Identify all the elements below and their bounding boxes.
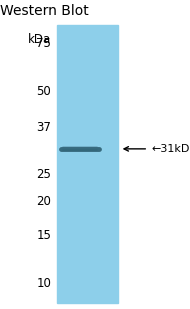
Text: Western Blot: Western Blot: [0, 4, 89, 18]
Text: 75: 75: [36, 37, 51, 50]
Bar: [57, 25, 118, 303]
Text: 37: 37: [36, 121, 51, 134]
Text: ←31kDa: ←31kDa: [152, 144, 190, 154]
Text: 10: 10: [36, 277, 51, 290]
Text: 20: 20: [36, 194, 51, 208]
Text: 25: 25: [36, 168, 51, 181]
Text: 15: 15: [36, 229, 51, 242]
Text: 50: 50: [36, 86, 51, 99]
Text: kDa: kDa: [28, 33, 51, 46]
